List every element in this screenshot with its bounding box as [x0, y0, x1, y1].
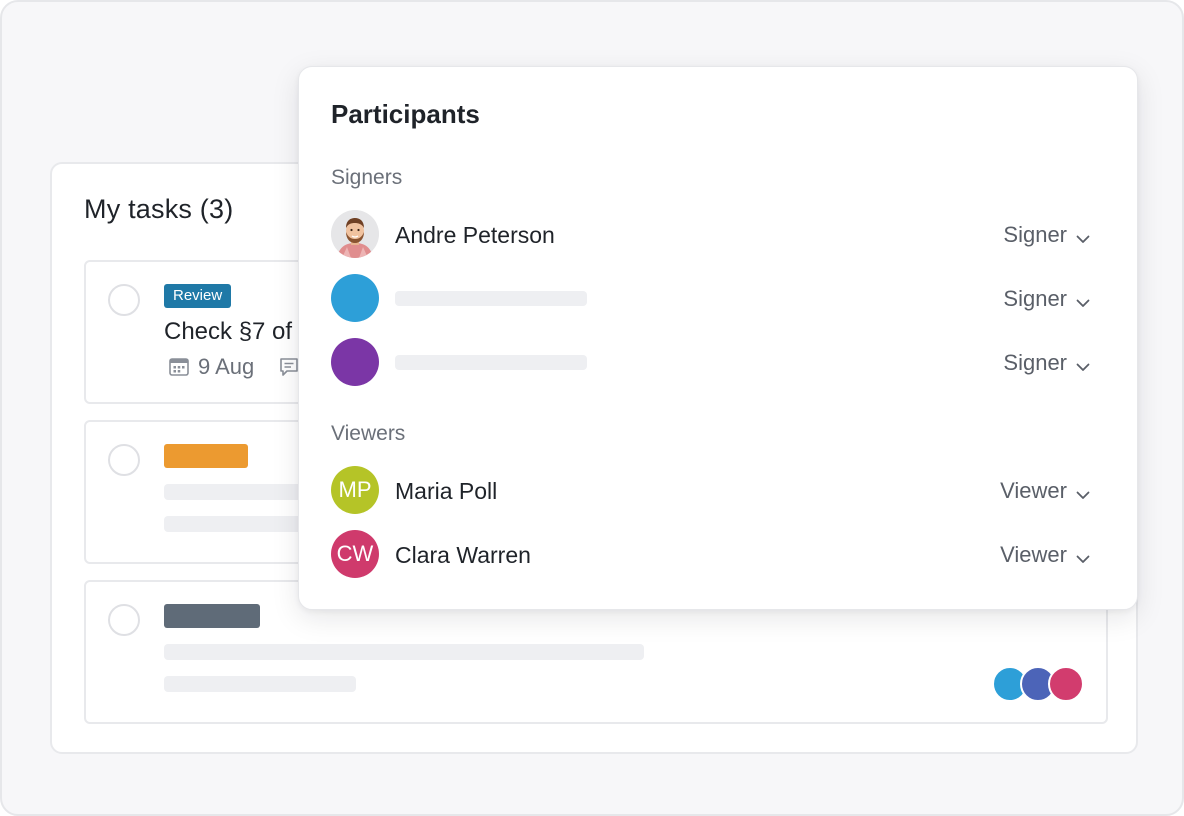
task-complete-checkbox[interactable]: [108, 284, 140, 316]
role-dropdown[interactable]: Signer: [1003, 286, 1091, 312]
task-complete-checkbox[interactable]: [108, 604, 140, 636]
chevron-down-icon: [1075, 483, 1091, 499]
task-title: Check §7 of: [164, 318, 293, 345]
chevron-down-icon: [1075, 547, 1091, 563]
calendar-icon: [168, 356, 190, 378]
participant-name: Maria Poll: [395, 478, 498, 504]
avatar: MP: [331, 466, 379, 514]
task-tag-placeholder: [164, 444, 248, 468]
popover-title: Participants: [331, 99, 480, 129]
role-dropdown[interactable]: Viewer: [1000, 478, 1091, 504]
role-label: Viewer: [1000, 478, 1067, 503]
task-tag-placeholder: [164, 604, 260, 628]
participant-name: Clara Warren: [395, 542, 531, 568]
role-label: Viewer: [1000, 542, 1067, 567]
task-meta-placeholder: [164, 676, 356, 692]
avatar: [1048, 666, 1084, 702]
comment-icon: [278, 356, 300, 378]
role-label: Signer: [1003, 350, 1067, 375]
viewers-section-label: Viewers: [331, 422, 406, 445]
task-meta: 9 Aug: [168, 354, 300, 380]
tasks-title: My tasks (3): [84, 194, 234, 224]
participant-name-placeholder: [395, 355, 587, 370]
chevron-down-icon: [1075, 291, 1091, 307]
task-complete-checkbox[interactable]: [108, 444, 140, 476]
role-dropdown[interactable]: Viewer: [1000, 542, 1091, 568]
assignee-avatar-stack[interactable]: [992, 666, 1084, 702]
avatar: [331, 274, 379, 322]
role-label: Signer: [1003, 222, 1067, 247]
chevron-down-icon: [1075, 227, 1091, 243]
role-dropdown[interactable]: Signer: [1003, 350, 1091, 376]
participant-name-placeholder: [395, 291, 587, 306]
participant-row[interactable]: Signer: [331, 274, 1091, 322]
participant-row[interactable]: CW Clara Warren Viewer: [331, 530, 1091, 578]
task-due-date: 9 Aug: [198, 354, 255, 379]
signers-section-label: Signers: [331, 166, 403, 189]
participant-row[interactable]: MP Maria Poll Viewer: [331, 466, 1091, 514]
participant-name: Andre Peterson: [395, 222, 555, 248]
avatar: CW: [331, 530, 379, 578]
participant-row[interactable]: Andre Peterson Signer: [331, 210, 1091, 258]
chevron-down-icon: [1075, 355, 1091, 371]
role-label: Signer: [1003, 286, 1067, 311]
participants-popover: Participants Signers Andre Peterson: [298, 66, 1138, 610]
avatar: [331, 210, 379, 258]
role-dropdown[interactable]: Signer: [1003, 222, 1091, 248]
task-title-placeholder: [164, 644, 644, 660]
avatar: [331, 338, 379, 386]
participant-row[interactable]: Signer: [331, 338, 1091, 386]
task-tag: Review: [164, 284, 232, 308]
